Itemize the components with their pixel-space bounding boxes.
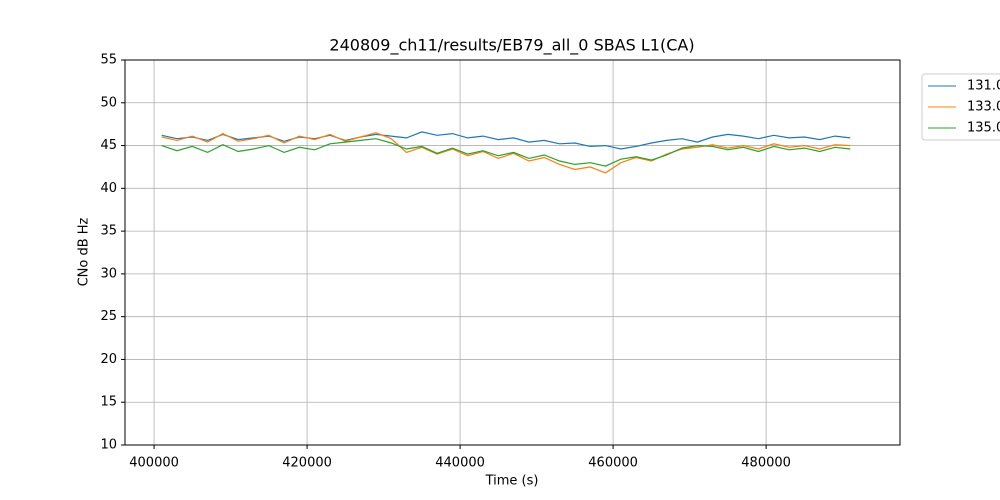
- legend-label: 131.0: [967, 79, 1000, 94]
- y-tick-label: 35: [100, 224, 117, 239]
- y-tick-label: 30: [100, 266, 117, 281]
- x-tick-label: 460000: [588, 456, 638, 471]
- legend-label: 135.0: [967, 121, 1000, 136]
- x-tick-label: 440000: [435, 456, 485, 471]
- legend-box: [921, 73, 1000, 141]
- x-tick-label: 400000: [129, 456, 179, 471]
- x-tick-label: 480000: [741, 456, 791, 471]
- chart-title: 240809_ch11/results/EB79_all_0 SBAS L1(C…: [329, 36, 694, 56]
- y-tick-label: 50: [100, 95, 117, 110]
- plot-frame: [124, 59, 901, 446]
- y-tick-label: 25: [100, 309, 117, 324]
- x-axis-label: Time (s): [485, 474, 539, 489]
- y-tick-label: 55: [100, 53, 117, 68]
- x-tick-label: 420000: [282, 456, 332, 471]
- series-line: [161, 138, 851, 167]
- y-tick-label: 20: [100, 352, 117, 367]
- y-tick-label: 40: [100, 181, 117, 196]
- y-tick-label: 45: [100, 138, 117, 153]
- series-line: [161, 132, 851, 174]
- y-tick-label: 15: [100, 395, 117, 410]
- y-axis-label: CNo dB Hz: [77, 217, 92, 286]
- legend: 131.0 133.0 135.0: [921, 73, 1000, 141]
- y-tick-label: 10: [100, 438, 117, 453]
- legend-label: 133.0: [967, 100, 1000, 115]
